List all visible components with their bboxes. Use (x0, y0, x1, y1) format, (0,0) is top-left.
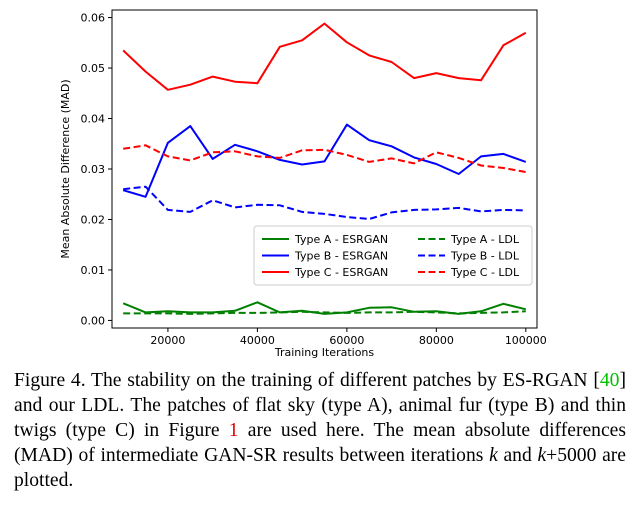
series-line-type-c-esrgan (122, 22, 527, 91)
mad-line-chart: 20000 40000 60000 80000 100000 0.000.010.020… (59, 9, 547, 359)
legend-label-type-a-ldl: Type A - LDL (450, 233, 520, 246)
y-tick-label: 0.01 (81, 264, 106, 277)
y-tick-label: 0.02 (81, 213, 106, 226)
series-line-type-c-ldl (123, 144, 526, 173)
series-line-type-b-esrgan (122, 123, 527, 198)
legend-box (253, 225, 533, 286)
x-axis-label: Training Iterations (274, 346, 375, 359)
x-tick-label: 20000 (150, 334, 185, 347)
legend-label-type-b-esrgan: Type B - ESRGAN (294, 250, 388, 263)
y-tick-label: 0.00 (81, 314, 106, 327)
legend: Type A - ESRGAN Type B - ESRGAN Type C - E… (253, 225, 533, 286)
y-axis-ticks: 0.00 0.01 0.02 0.03 0.04 0.05 0.06 (81, 12, 112, 327)
citation-link[interactable]: 40 (599, 370, 620, 391)
legend-label-type-c-esrgan: Type C - ESRGAN (294, 266, 388, 279)
x-axis-ticks: 20000 40000 60000 80000 100000 (150, 328, 547, 347)
figure-caption: Figure 4. The stability on the training … (14, 370, 626, 491)
x-tick-label: 100000 (505, 334, 547, 347)
y-axis-label: Mean Absolute Difference (MAD) (59, 79, 72, 258)
legend-label-type-b-ldl: Type B - LDL (450, 250, 520, 263)
y-tick-label: 0.03 (81, 163, 106, 176)
series-line-type-b-ldl (123, 185, 526, 220)
series-lines (122, 22, 527, 315)
y-tick-label: 0.05 (81, 62, 106, 75)
legend-label-type-c-ldl: Type C - LDL (450, 266, 520, 279)
x-tick-label: 80000 (419, 334, 454, 347)
figure-reference-link[interactable]: 1 (228, 420, 239, 441)
legend-label-type-a-esrgan: Type A - ESRGAN (294, 233, 388, 246)
x-tick-label: 60000 (329, 334, 364, 347)
series-line-type-a-ldl (123, 310, 526, 315)
series-line-type-a-esrgan (122, 301, 527, 315)
y-tick-label: 0.06 (81, 12, 106, 25)
x-tick-label: 40000 (240, 334, 275, 347)
y-tick-label: 0.04 (81, 113, 106, 126)
